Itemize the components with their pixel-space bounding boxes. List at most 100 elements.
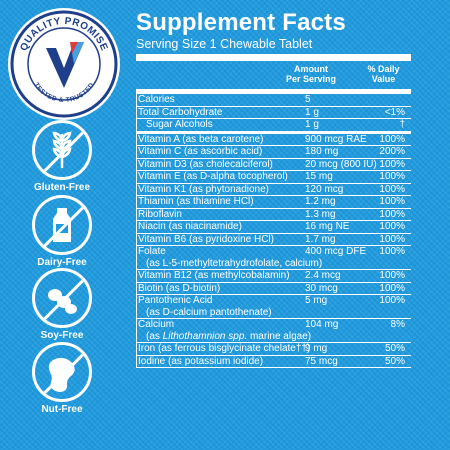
- column-header: Amount Per Serving % Daily Value: [136, 61, 411, 89]
- nutrient-name: Iron (as ferrous bisglycinate chelate††): [138, 343, 311, 354]
- nutrient-amount: 20 mcg (800 IU): [305, 158, 377, 170]
- milk-bottle-icon: [32, 195, 92, 255]
- daily-value-header: % Daily Value: [367, 64, 400, 84]
- nutrient-amount: 1.2 mg: [305, 196, 336, 207]
- peanut-icon: [32, 342, 92, 402]
- nutrient-daily-value: 100%: [379, 158, 405, 170]
- nutrient-daily-value: 50%: [384, 343, 405, 354]
- nutrient-name: Vitamin K1 (as phytonadione): [138, 183, 270, 195]
- nutrient-daily-value: 100%: [379, 196, 405, 207]
- amount-per-serving-header: Amount Per Serving: [285, 64, 337, 84]
- nutrient-row: Total Carbohydrate 1 g <1%: [137, 106, 411, 119]
- nutrient-name: Calories: [138, 94, 175, 105]
- nutrient-name: Vitamin E (as D-alpha tocopherol): [138, 171, 288, 182]
- nutrient-name: Vitamin D3 (as cholecalciferol): [138, 158, 273, 170]
- wheat-icon: [32, 120, 92, 180]
- nutrient-amount: 1.7 mg: [305, 233, 336, 245]
- nutrient-amount: 5: [305, 94, 311, 105]
- nutrient-amount: 1 g: [305, 119, 319, 130]
- nutrient-row: Vitamin K1 (as phytonadione) 120 mcg 100%: [137, 183, 411, 196]
- nutrient-row: Biotin (as D-biotin) 30 mcg 100%: [137, 282, 411, 295]
- nutrient-row: Iron (as ferrous bisglycinate chelate††)…: [137, 343, 411, 356]
- nutrient-daily-value: 100%: [379, 208, 405, 220]
- checkmark-v-icon: QUALITY PROMISE TESTED & TRUSTED: [10, 10, 118, 118]
- nutrient-amount: 75 mcg: [305, 355, 338, 367]
- nutrient-daily-value: 100%: [379, 295, 405, 306]
- nutrient-amount: 180 mg: [305, 146, 339, 157]
- nutrient-daily-value: 100%: [379, 282, 405, 294]
- gluten-free-badge: Gluten-Free: [19, 120, 105, 193]
- nutrient-daily-value: †: [399, 119, 405, 130]
- divider-medium: [136, 89, 411, 94]
- nut-free-label: Nut-Free: [41, 404, 83, 415]
- nutrient-row: Vitamin A (as beta carotene) 900 mcg RAE 1…: [137, 133, 411, 146]
- nutrient-amount: 2.4 mcg: [305, 270, 341, 281]
- dairy-free-label: Dairy-Free: [37, 257, 87, 268]
- serving-size: Serving Size 1 Chewable Tablet: [136, 37, 313, 51]
- nutrient-row: Niacin (as niacinamide) 16 mg NE 100%: [137, 221, 411, 234]
- nutrient-row: Calcium 104 mg 8% (as Lithothamnion spp. ma…: [137, 319, 411, 343]
- nutrient-name: Vitamin B12 (as methylcobalamin): [138, 270, 290, 281]
- nutrient-name: Vitamin A (as beta carotene): [138, 133, 264, 145]
- quality-promise-badge: QUALITY PROMISE TESTED & TRUSTED: [8, 8, 120, 120]
- nut-free-badge: Nut-Free: [19, 342, 105, 415]
- nutrient-amount: 15 mg: [305, 171, 333, 182]
- nutrient-daily-value: 100%: [379, 270, 405, 281]
- nutrient-daily-value: 200%: [379, 146, 405, 157]
- nutrient-rows: Calories 5 Total Carbohydrate 1 g <1% Sugar A…: [136, 94, 411, 368]
- nutrient-row: Vitamin C (as ascorbic acid) 180 mg 200%: [137, 146, 411, 159]
- nutrient-row: Calories 5: [137, 94, 411, 107]
- nutrient-source-note: (as D-calcium pantothenate): [146, 306, 272, 318]
- nutrient-row: Folate 400 mcg DFE 100% (as L-5-methyltetra…: [137, 246, 411, 270]
- nutrient-name: Niacin (as niacinamide): [138, 221, 242, 232]
- supplement-facts-title: Supplement Facts: [136, 9, 346, 36]
- nutrient-daily-value: 100%: [379, 233, 405, 245]
- nutrient-amount: 400 mcg DFE: [305, 246, 367, 257]
- nutrient-amount: 30 mcg: [305, 282, 338, 294]
- nutrient-daily-value: 100%: [379, 171, 405, 182]
- nutrient-name: Vitamin B6 (as pyridoxine HCl): [138, 233, 274, 245]
- nutrient-daily-value: <1%: [384, 106, 405, 118]
- nutrient-daily-value: 50%: [384, 355, 405, 367]
- nutrient-daily-value: 8%: [390, 319, 405, 330]
- nutrient-name: Vitamin C (as ascorbic acid): [138, 146, 263, 157]
- nutrient-row: Iodine (as potassium iodide) 75 mcg 50%: [137, 355, 411, 368]
- nutrient-daily-value: 100%: [379, 183, 405, 195]
- supplement-facts-panel: Supplement Facts Serving Size 1 Chewable…: [136, 10, 411, 368]
- nutrient-row: Vitamin B12 (as methylcobalamin) 2.4 mcg 1…: [137, 270, 411, 283]
- nutrient-name: Total Carbohydrate: [138, 106, 223, 118]
- nutrient-daily-value: 100%: [379, 221, 405, 232]
- nutrient-source-note: (as Lithothamnion spp. marine algae): [146, 330, 312, 342]
- nutrient-row: Vitamin B6 (as pyridoxine HCl) 1.7 mg 100%: [137, 233, 411, 246]
- dairy-free-badge: Dairy-Free: [19, 195, 105, 268]
- nutrient-amount: 5 mg: [305, 295, 328, 306]
- nutrient-name: Iodine (as potassium iodide): [138, 355, 264, 367]
- nutrient-row: Thiamin (as thiamine HCl) 1.2 mg 100%: [137, 196, 411, 209]
- nutrient-amount: 16 mg NE: [305, 221, 350, 232]
- nutrient-amount: 1.3 mg: [305, 208, 336, 220]
- nutrient-name: Folate: [138, 246, 166, 257]
- soybean-icon: [32, 268, 92, 328]
- nutrient-daily-value: 100%: [379, 133, 405, 145]
- nutrient-name: Calcium: [138, 319, 175, 330]
- nutrient-name: Riboflavin: [138, 208, 182, 220]
- nutrient-name: Pantothenic Acid: [138, 295, 213, 306]
- divider-thick: [136, 54, 411, 61]
- nutrient-row: Sugar Alcohols 1 g †: [137, 119, 411, 134]
- nutrient-row: Pantothenic Acid 5 mg 100% (as D-calcium pa…: [137, 295, 411, 319]
- nutrient-daily-value: 100%: [379, 246, 405, 257]
- soy-free-badge: Soy-Free: [19, 268, 105, 341]
- nutrient-amount: 9 mg: [305, 343, 328, 354]
- nutrient-amount: 104 mg: [305, 319, 339, 330]
- soy-free-label: Soy-Free: [40, 330, 84, 341]
- nutrient-name: Thiamin (as thiamine HCl): [138, 196, 254, 207]
- nutrient-name: Sugar Alcohols: [146, 119, 213, 130]
- nutrient-source-note: (as L-5-methyltetrahydrofolate, calcium): [146, 257, 323, 269]
- gluten-free-label: Gluten-Free: [33, 182, 91, 193]
- nutrient-amount: 120 mcg: [305, 183, 344, 195]
- nutrient-row: Vitamin D3 (as cholecalciferol) 20 mcg (8…: [137, 158, 411, 171]
- nutrient-amount: 900 mcg RAE: [305, 133, 367, 145]
- nutrient-row: Vitamin E (as D-alpha tocopherol) 15 mg 10…: [137, 171, 411, 184]
- nutrient-amount: 1 g: [305, 106, 319, 118]
- nutrient-row: Riboflavin 1.3 mg 100%: [137, 208, 411, 221]
